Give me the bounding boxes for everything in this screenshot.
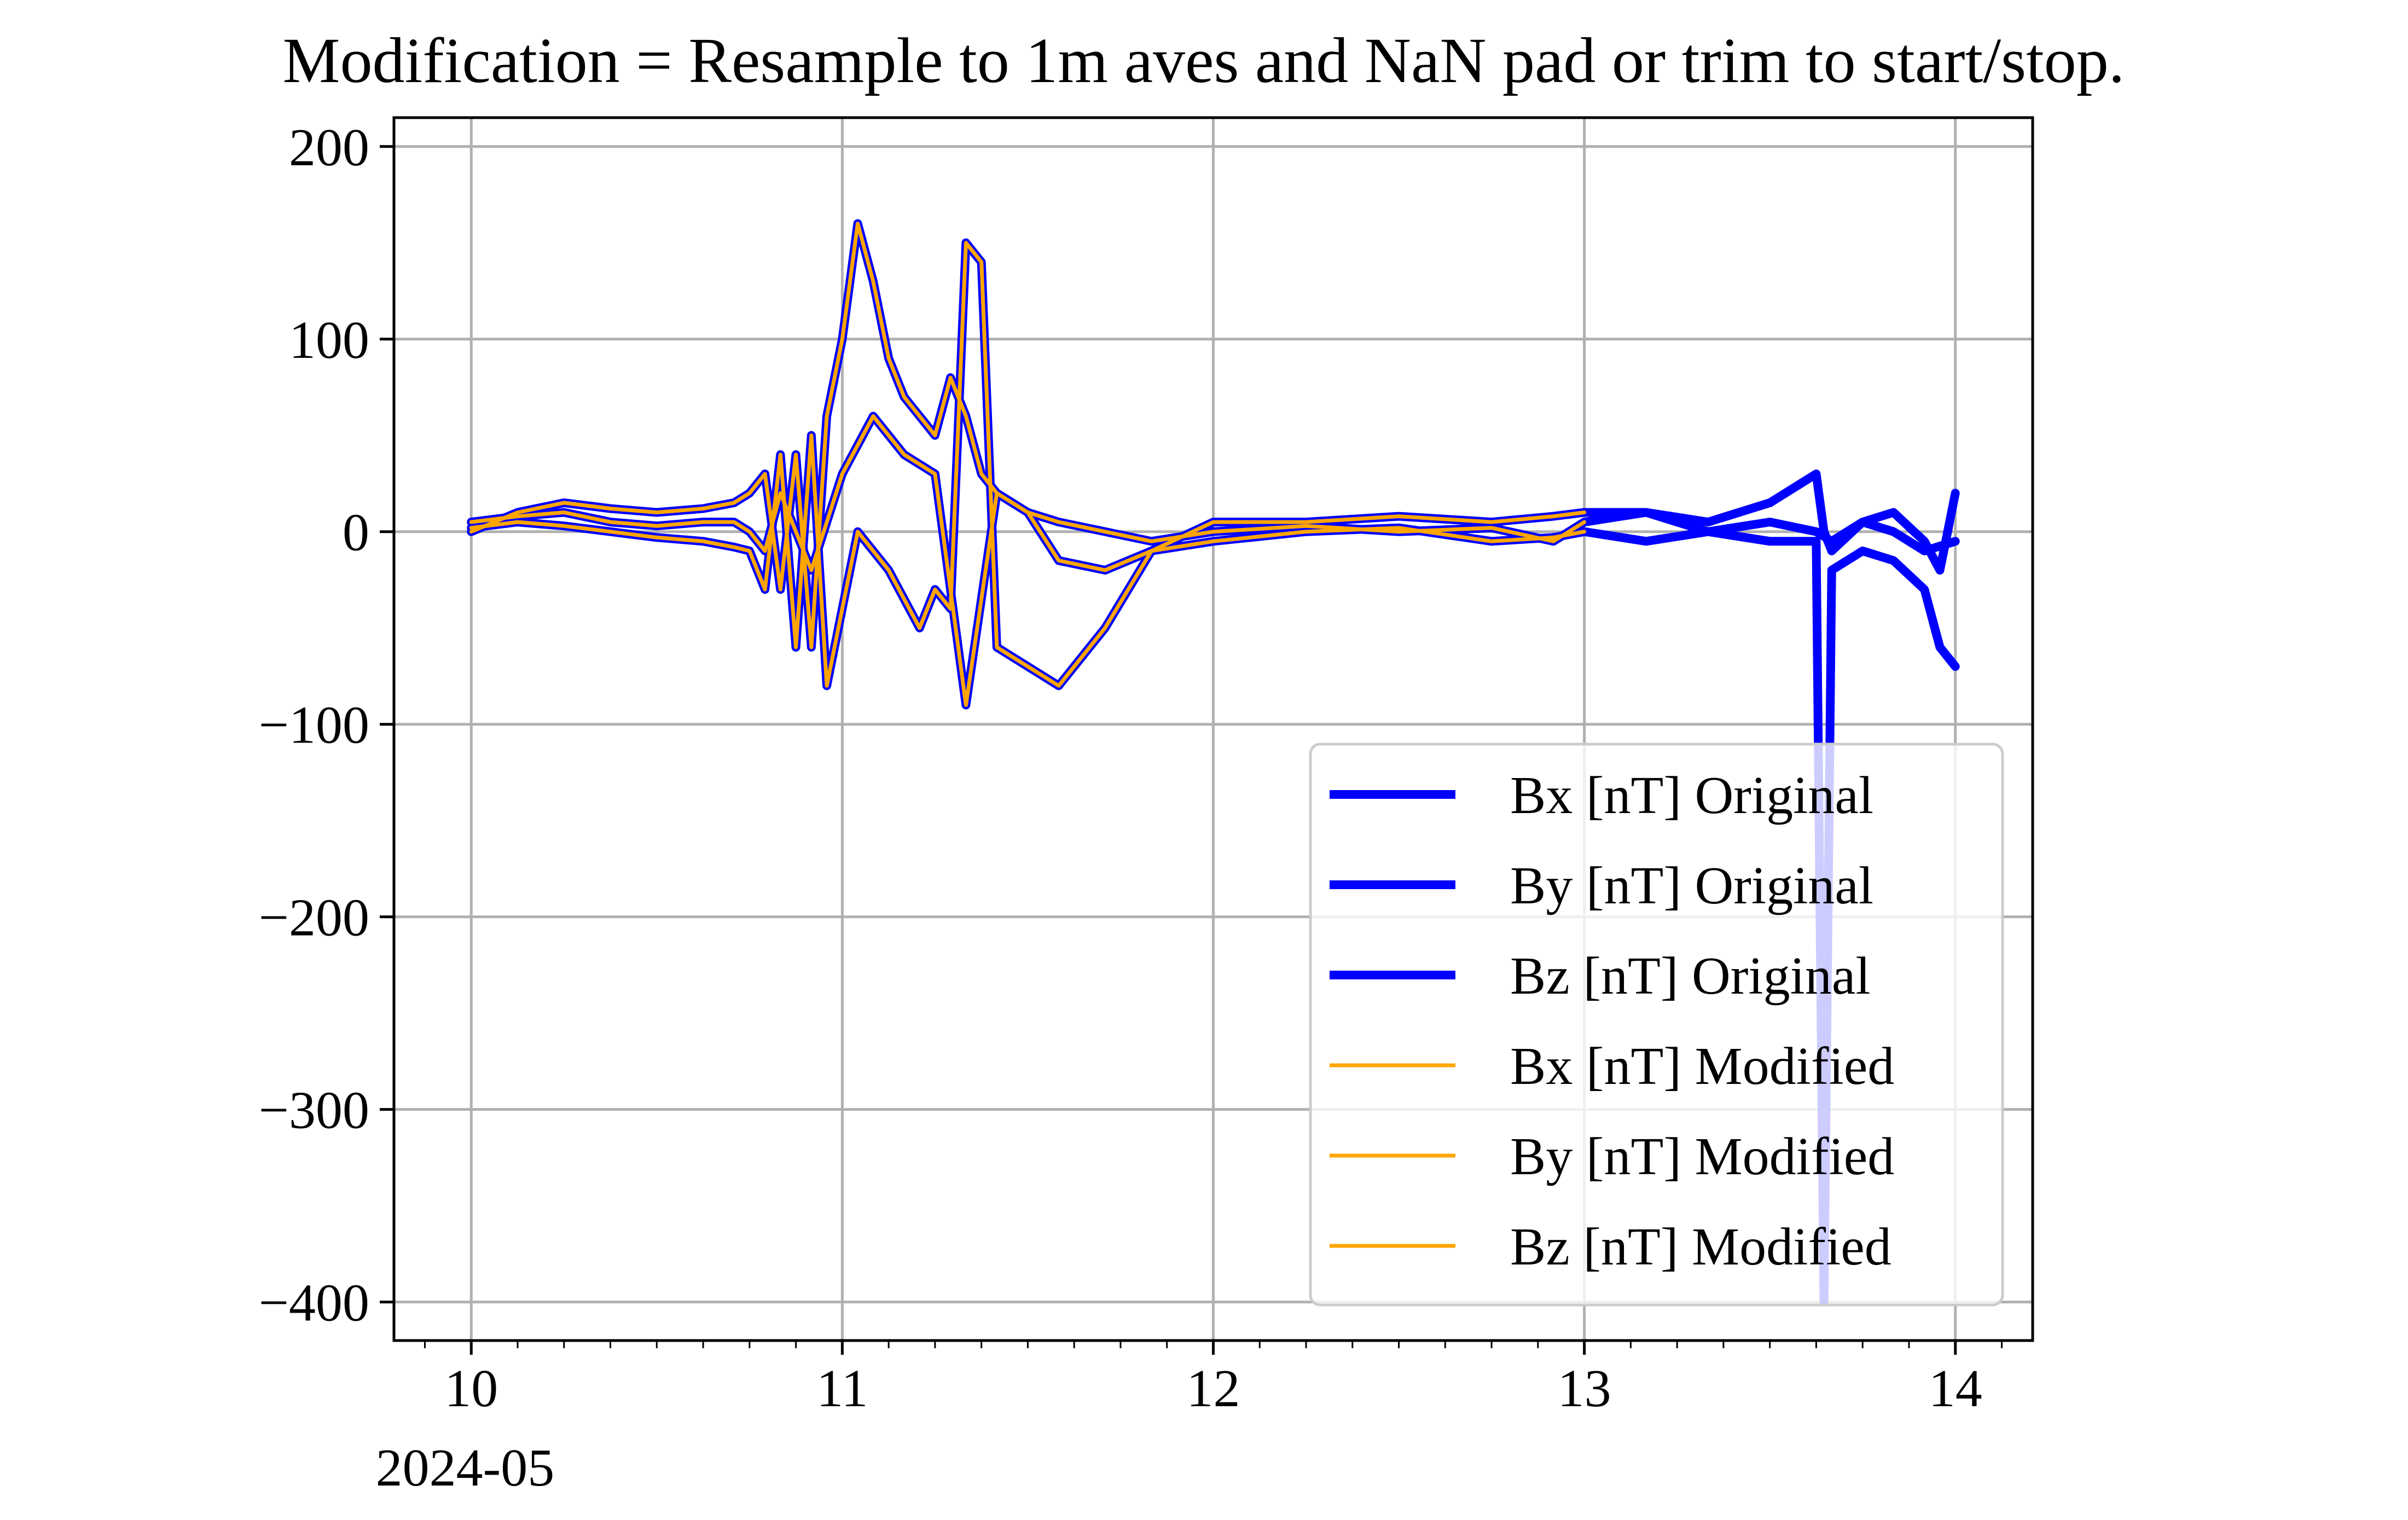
legend-entries: Bx [nT] Original By [nT] Original Bz [nT] … <box>1330 766 1894 1277</box>
x-tick-label: 10 <box>444 1359 498 1418</box>
series-line-6 <box>469 414 1587 707</box>
y-tick-label: −200 <box>259 889 369 948</box>
x-tick-label: 13 <box>1558 1359 1611 1418</box>
x-axis-offset-label: 2024-05 <box>376 1438 555 1498</box>
y-tick-label: 0 <box>343 503 369 562</box>
x-tick-label: 11 <box>816 1359 868 1418</box>
legend-label: By [nT] Original <box>1510 856 1873 915</box>
legend-label: Bx [nT] Original <box>1510 766 1873 825</box>
legend: Bx [nT] Original By [nT] Original Bz [nT] … <box>1309 742 2004 1307</box>
legend-box <box>1309 742 2004 1307</box>
y-tick-label: 100 <box>289 311 369 370</box>
legend-label: Bx [nT] Modified <box>1510 1037 1894 1096</box>
y-tick-label: −300 <box>259 1081 369 1140</box>
axis-ticks: 10 11 12 13 14 200 100 0 −100 −200 −300 −400 <box>259 118 2003 1418</box>
y-tick-label: 200 <box>289 118 369 177</box>
y-tick-label: −400 <box>259 1274 369 1333</box>
y-tick-label: −100 <box>259 696 369 755</box>
x-tick-label: 12 <box>1187 1359 1240 1418</box>
series-line-5 <box>469 241 1587 688</box>
legend-label: By [nT] Modified <box>1510 1127 1894 1186</box>
legend-label: Bz [nT] Modified <box>1510 1217 1891 1277</box>
legend-label: Bz [nT] Original <box>1510 947 1871 1006</box>
series-lines <box>467 219 1960 1307</box>
chart-title: Modification = Resample to 1m aves and N… <box>283 25 2125 96</box>
x-tick-label: 14 <box>1929 1359 1982 1418</box>
